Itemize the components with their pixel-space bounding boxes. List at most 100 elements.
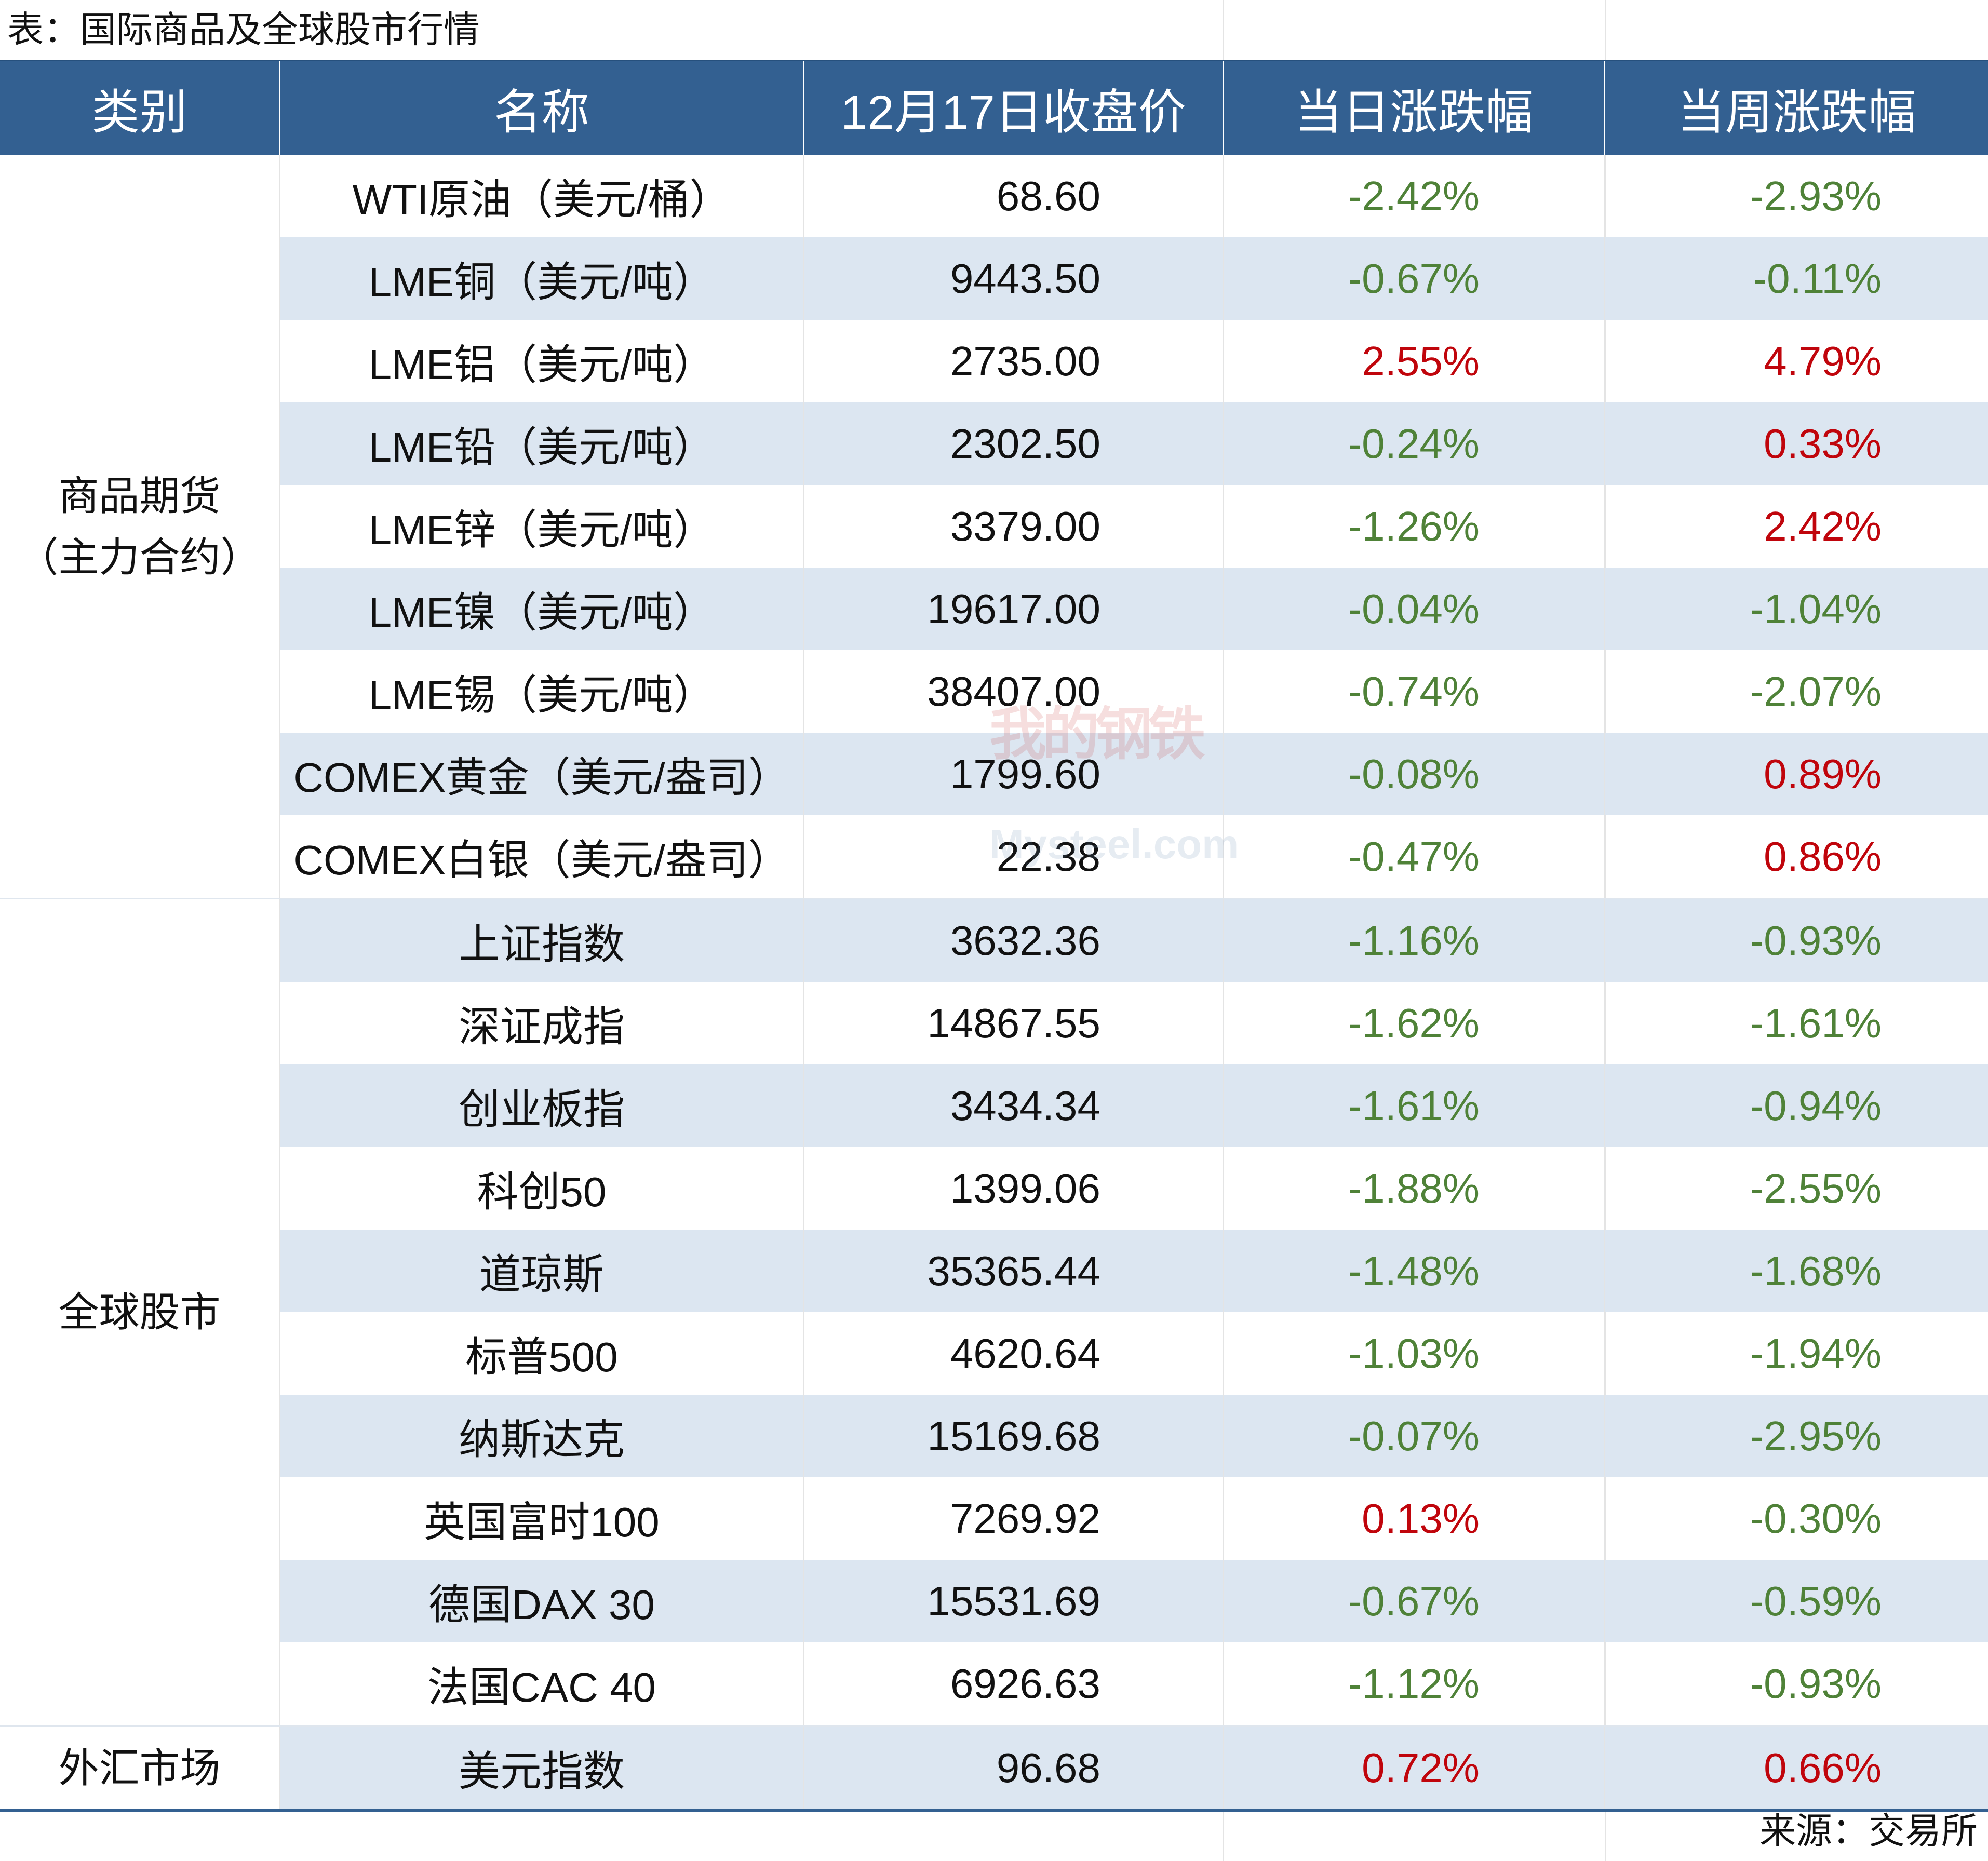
table-row: LME铅（美元/吨） 2302.50 -0.24% 0.33% bbox=[0, 402, 1988, 485]
instrument-name: WTI原油（美元/桶） bbox=[279, 155, 804, 237]
close-price: 2302.50 bbox=[804, 402, 1224, 485]
instrument-name: 法国CAC 40 bbox=[279, 1642, 804, 1726]
week-change: -1.68% bbox=[1605, 1230, 1988, 1312]
close-price: 1399.06 bbox=[804, 1147, 1224, 1230]
close-price: 35365.44 bbox=[804, 1230, 1224, 1312]
close-price: 3379.00 bbox=[804, 485, 1224, 568]
instrument-name: LME铜（美元/吨） bbox=[279, 237, 804, 320]
day-change: -1.26% bbox=[1223, 485, 1605, 568]
day-change: -1.61% bbox=[1223, 1064, 1605, 1147]
market-table: 类别 名称 12月17日收盘价 当日涨跌幅 当周涨跌幅 商品期货 （主力合约） WT… bbox=[0, 60, 1988, 1812]
close-price: 15531.69 bbox=[804, 1560, 1224, 1642]
close-price: 68.60 bbox=[804, 155, 1224, 237]
instrument-name: LME镍（美元/吨） bbox=[279, 568, 804, 650]
table-row: 创业板指 3434.34 -1.61% -0.94% bbox=[0, 1064, 1988, 1147]
day-change: -0.67% bbox=[1223, 1560, 1605, 1642]
close-price: 7269.92 bbox=[804, 1477, 1224, 1560]
day-change: -1.03% bbox=[1223, 1312, 1605, 1395]
day-change: -0.47% bbox=[1223, 815, 1605, 899]
day-change: -2.42% bbox=[1223, 155, 1605, 237]
day-change: 0.72% bbox=[1223, 1725, 1605, 1812]
week-change: -2.55% bbox=[1750, 1165, 1882, 1211]
close-price: 22.38 bbox=[804, 815, 1224, 899]
day-change: -0.24% bbox=[1223, 402, 1605, 485]
category-stocks: 全球股市 bbox=[0, 898, 280, 1726]
week-change: -0.93% bbox=[1750, 1660, 1882, 1707]
close-price: 6926.63 bbox=[804, 1642, 1224, 1726]
instrument-name: 道琼斯 bbox=[279, 1230, 804, 1312]
table-row: LME铝（美元/吨） 2735.00 2.55% 4.79% bbox=[0, 320, 1988, 402]
close-price: 3632.36 bbox=[804, 898, 1224, 982]
table-row: LME锌（美元/吨） 3379.00 -1.26% 2.42% bbox=[0, 485, 1988, 568]
table-row: LME锡（美元/吨） 38407.00 -0.74% -2.07% bbox=[0, 650, 1988, 733]
category-fx: 外汇市场 bbox=[0, 1725, 280, 1812]
table-row: 英国富时100 7269.92 0.13% -0.30% bbox=[0, 1477, 1988, 1560]
day-change: -0.67% bbox=[1223, 237, 1605, 320]
table-row: 纳斯达克 15169.68 -0.07% -2.95% bbox=[0, 1395, 1988, 1477]
week-change: -2.93% bbox=[1750, 172, 1882, 219]
week-change: 2.42% bbox=[1764, 503, 1882, 549]
table-title: 表：国际商品及全球股市行情 bbox=[7, 9, 480, 50]
close-price: 3434.34 bbox=[804, 1064, 1224, 1147]
day-change: 0.13% bbox=[1223, 1477, 1605, 1560]
day-change: -0.74% bbox=[1223, 650, 1605, 733]
week-change: -0.30% bbox=[1750, 1495, 1882, 1542]
table-row: COMEX黄金（美元/盎司） 1799.60 -0.08% 0.89% bbox=[0, 733, 1988, 815]
table-row: 标普500 4620.64 -1.03% -1.94% bbox=[0, 1312, 1988, 1395]
week-change: -1.04% bbox=[1605, 568, 1988, 650]
instrument-name: LME铅（美元/吨） bbox=[279, 402, 804, 485]
week-change: -2.07% bbox=[1750, 668, 1882, 714]
day-change: 2.55% bbox=[1223, 320, 1605, 402]
table-row: 全球股市 上证指数 3632.36 -1.16% -0.93% bbox=[0, 898, 1988, 1726]
instrument-name: 创业板指 bbox=[279, 1064, 804, 1147]
week-change: -1.61% bbox=[1750, 1000, 1882, 1046]
table-row: 商品期货 （主力合约） WTI原油（美元/桶） 68.60 -2.42% -2.93% bbox=[0, 155, 1988, 899]
instrument-name: 深证成指 bbox=[279, 982, 804, 1064]
week-change: 0.89% bbox=[1605, 733, 1988, 815]
close-price: 96.68 bbox=[804, 1725, 1224, 1812]
table-row: COMEX白银（美元/盎司） 22.38 -0.47% 0.86% bbox=[0, 815, 1988, 899]
day-change: -1.12% bbox=[1223, 1642, 1605, 1726]
close-price: 9443.50 bbox=[804, 237, 1224, 320]
header-week-change: 当周涨跌幅 bbox=[1604, 60, 1988, 155]
week-change: -0.93% bbox=[1605, 898, 1988, 982]
instrument-name: 英国富时100 bbox=[279, 1477, 804, 1560]
table-row: 德国DAX 30 15531.69 -0.67% -0.59% bbox=[0, 1560, 1988, 1642]
table-row: 外汇市场 美元指数 96.68 0.72% 0.66% bbox=[0, 1725, 1988, 1812]
week-change: 4.79% bbox=[1764, 338, 1882, 384]
instrument-name: LME铝（美元/吨） bbox=[279, 320, 804, 402]
week-change: -0.94% bbox=[1605, 1064, 1988, 1147]
instrument-name: LME锡（美元/吨） bbox=[279, 650, 804, 733]
instrument-name: 科创50 bbox=[279, 1147, 804, 1230]
week-change: 0.86% bbox=[1764, 833, 1882, 880]
instrument-name: COMEX白银（美元/盎司） bbox=[279, 815, 804, 899]
week-change: 0.66% bbox=[1605, 1725, 1988, 1812]
header-close-price: 12月17日收盘价 bbox=[803, 60, 1224, 155]
table-row: 科创50 1399.06 -1.88% -2.55% bbox=[0, 1147, 1988, 1230]
instrument-name: LME锌（美元/吨） bbox=[279, 485, 804, 568]
source-note: 来源：交易所 bbox=[1759, 1811, 1978, 1851]
header-row: 类别 名称 12月17日收盘价 当日涨跌幅 当周涨跌幅 bbox=[0, 60, 1988, 155]
day-change: -0.07% bbox=[1223, 1395, 1605, 1477]
category-label-line: （主力合约） bbox=[18, 534, 261, 580]
day-change: -0.08% bbox=[1223, 733, 1605, 815]
close-price: 2735.00 bbox=[804, 320, 1224, 402]
table-body: 商品期货 （主力合约） WTI原油（美元/桶） 68.60 -2.42% -2.93% LM… bbox=[0, 155, 1988, 1812]
category-commodities: 商品期货 （主力合约） bbox=[0, 155, 280, 899]
day-change: -1.48% bbox=[1223, 1230, 1605, 1312]
day-change: -1.88% bbox=[1223, 1147, 1605, 1230]
day-change: -1.16% bbox=[1223, 898, 1605, 982]
instrument-name: 标普500 bbox=[279, 1312, 804, 1395]
close-price: 15169.68 bbox=[804, 1395, 1224, 1477]
close-price: 1799.60 bbox=[804, 733, 1224, 815]
table-row: LME铜（美元/吨） 9443.50 -0.67% -0.11% bbox=[0, 237, 1988, 320]
table-row: 道琼斯 35365.44 -1.48% -1.68% bbox=[0, 1230, 1988, 1312]
close-price: 38407.00 bbox=[804, 650, 1224, 733]
day-change: -1.62% bbox=[1223, 982, 1605, 1064]
week-change: -0.11% bbox=[1605, 237, 1988, 320]
table-row: 深证成指 14867.55 -1.62% -1.61% bbox=[0, 982, 1988, 1064]
header-day-change: 当日涨跌幅 bbox=[1223, 60, 1605, 155]
instrument-name: 纳斯达克 bbox=[279, 1395, 804, 1477]
day-change: -0.04% bbox=[1223, 568, 1605, 650]
